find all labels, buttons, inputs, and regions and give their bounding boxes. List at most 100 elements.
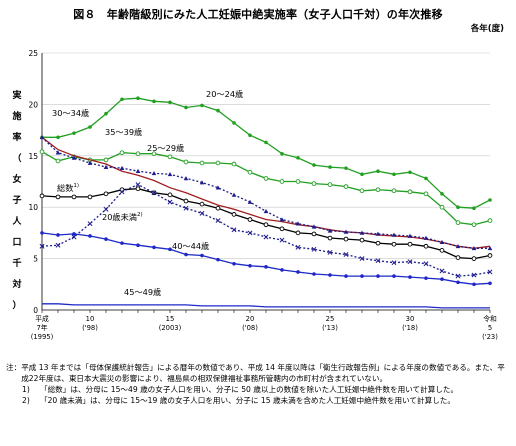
series-annotation: 35～39歳 (105, 127, 142, 137)
x-tick-label: 30 (406, 315, 415, 323)
data-point (151, 170, 157, 176)
data-point (343, 229, 349, 234)
data-point (184, 252, 188, 257)
data-point (39, 243, 45, 249)
series-line (41, 183, 491, 277)
y-axis-label-char: 人 (12, 217, 22, 227)
data-point (311, 181, 317, 186)
axes (41, 53, 491, 313)
data-point (407, 233, 413, 238)
data-point (407, 259, 413, 265)
footnotes: 注： 平成 13 年までは「母体保護統計報告」による暦年の数値であり、平成 14… (6, 362, 506, 406)
data-point (103, 191, 109, 197)
data-point (423, 243, 429, 249)
data-point (280, 268, 284, 272)
x-tick-label: 15 (166, 315, 175, 323)
series-line (41, 136, 491, 249)
data-point (408, 170, 412, 175)
note-item-1-text: 「総数」は、分母に 15～49 歳の女子人口を用い、分子に 50 歳以上の数値を… (40, 385, 459, 394)
data-point (488, 281, 492, 286)
data-point (279, 237, 285, 243)
y-tick-label: 20 (28, 100, 38, 109)
series-line (42, 303, 490, 309)
data-point (376, 274, 380, 278)
y-axis-label-char: ） (12, 301, 22, 311)
x-tick-label: 平成 (35, 314, 49, 323)
data-point (71, 155, 77, 160)
y-tick-label: 25 (28, 49, 38, 58)
data-point (375, 187, 381, 193)
data-point (375, 240, 381, 246)
data-point (455, 243, 461, 249)
data-point (183, 205, 189, 211)
data-point (360, 274, 364, 278)
data-point (71, 234, 77, 240)
y-axis-label-char: 率 (12, 133, 22, 143)
data-point (440, 192, 444, 196)
data-point (167, 199, 173, 205)
series-annotation: 総数1) (57, 183, 79, 193)
data-point (104, 237, 108, 241)
data-point (343, 184, 349, 189)
data-point (455, 220, 461, 225)
data-point (471, 222, 477, 228)
data-point (216, 108, 220, 113)
data-point (40, 231, 44, 235)
data-point (327, 182, 333, 187)
data-point (152, 245, 156, 250)
data-point (119, 189, 125, 195)
x-tick-label: 10 (86, 315, 95, 323)
data-point (407, 189, 413, 195)
data-point (296, 270, 300, 274)
data-point (312, 272, 316, 276)
y-tick-label: 0 (33, 306, 38, 315)
data-point (455, 273, 461, 279)
data-point (344, 166, 348, 170)
data-point (71, 194, 77, 200)
data-point (247, 199, 253, 204)
y-axis-label-char: 千 (12, 259, 22, 269)
data-point (88, 234, 92, 238)
data-point (360, 172, 364, 177)
data-point (279, 217, 285, 222)
data-point (487, 253, 493, 258)
note-item-1-mark: 1) (22, 385, 30, 394)
data-point (56, 233, 60, 237)
data-point (311, 224, 317, 229)
data-point (295, 244, 301, 250)
data-point (311, 246, 317, 252)
data-point (392, 274, 396, 278)
x-tick-label: 5 (488, 324, 492, 332)
data-point (328, 165, 332, 169)
note-main-text: 平成 13 年までは「母体保護統計報告」による暦年の数値であり、平成 14 年度… (21, 363, 505, 383)
data-point (231, 161, 237, 167)
data-point (263, 222, 269, 228)
data-point (184, 105, 188, 110)
data-point (135, 182, 141, 188)
data-point (104, 111, 108, 116)
data-point (232, 121, 236, 125)
data-point (232, 261, 236, 266)
note-item-1: 1) 「総数」は、分母に 15～49 歳の女子人口を用い、分子に 50 歳以上の… (6, 384, 506, 395)
data-point (359, 230, 365, 235)
data-point (408, 275, 412, 279)
data-point (216, 257, 220, 262)
data-point (151, 151, 157, 157)
data-point (264, 265, 268, 269)
data-point (424, 176, 428, 181)
data-point (295, 179, 301, 184)
data-point (263, 176, 269, 181)
data-point (439, 204, 445, 210)
y-axis-label: 実施率 （ 女子人口千対 ） (11, 86, 23, 317)
data-point (247, 169, 253, 175)
data-point (136, 96, 140, 101)
y-tick-label: 15 (28, 152, 38, 161)
series-annotation: 20歳未満2) (102, 212, 143, 222)
note-main: 注： 平成 13 年までは「母体保護統計報告」による暦年の数値であり、平成 14… (6, 362, 506, 384)
data-point (88, 125, 92, 129)
y-axis-label-char: 女 (12, 175, 22, 185)
data-point (168, 100, 172, 105)
data-point (375, 231, 381, 236)
